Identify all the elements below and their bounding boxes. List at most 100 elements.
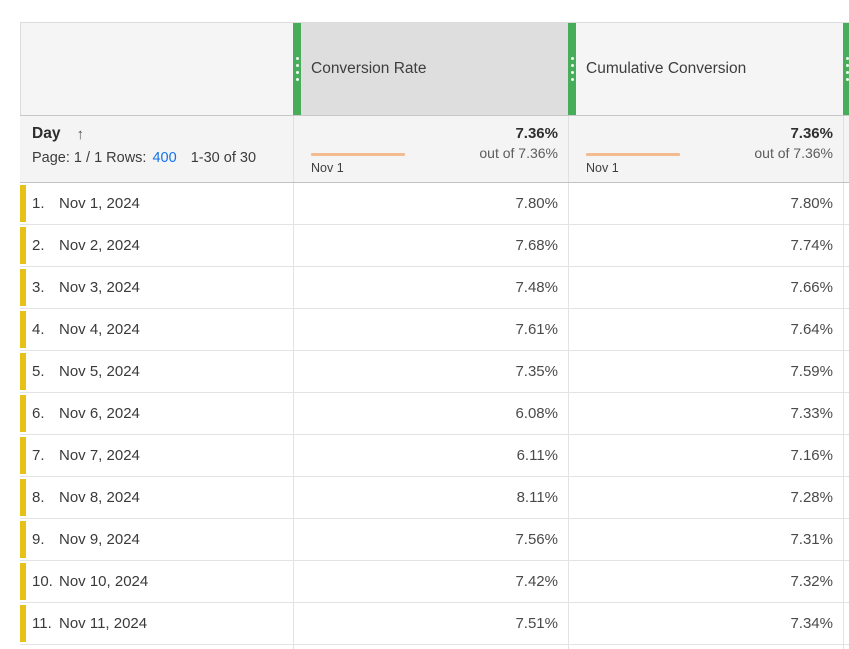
conversion-rate-cell[interactable]: 7.35% (293, 351, 568, 392)
summary-out-of: out of 7.36% (754, 145, 833, 161)
column-header-clipped (843, 23, 849, 115)
summary-cumulative-conversion: Nov 1 7.36% out of 7.36% (568, 116, 843, 182)
row-label-cell[interactable]: 4. Nov 4, 2024 (20, 309, 293, 350)
row-number: 2. (32, 237, 45, 254)
row-number: 8. (32, 489, 45, 506)
row-number: 9. (32, 531, 45, 548)
row-label-cell[interactable]: 3. Nov 3, 2024 (20, 267, 293, 308)
table-row[interactable]: 2. Nov 2, 2024 7.68% 7.74% (20, 225, 849, 267)
conversion-rate-cell[interactable]: 7.42% (293, 561, 568, 602)
row-label-cell[interactable]: 6. Nov 6, 2024 (20, 393, 293, 434)
conversion-rate-cell[interactable]: 7.61% (293, 309, 568, 350)
dimension-header-cell: Day ↑ Page: 1 / 1 Rows: 400 1-30 of 30 (20, 116, 293, 182)
cumulative-conversion-cell[interactable]: 7.59% (568, 351, 843, 392)
dimension-color-bar (20, 437, 26, 474)
conversion-rate-cell[interactable]: 6.11% (293, 435, 568, 476)
sparkline-label: Nov 1 (311, 161, 344, 175)
cumulative-conversion-cell[interactable]: 7.74% (568, 225, 843, 266)
column-drag-handle[interactable] (843, 23, 849, 115)
column-header-row: Conversion Rate Cumulative Conversion (20, 22, 849, 115)
row-label-cell[interactable]: 7. Nov 7, 2024 (20, 435, 293, 476)
conversion-rate-cell[interactable]: 7.48% (293, 267, 568, 308)
cumulative-conversion-cell[interactable]: 7.64% (568, 309, 843, 350)
row-label-cell[interactable]: 1. Nov 1, 2024 (20, 183, 293, 224)
drag-dots-icon (295, 57, 299, 81)
pagination: Page: 1 / 1 Rows: 400 1-30 of 30 (32, 150, 293, 166)
dimension-color-bar (20, 605, 26, 642)
dimension-color-bar (20, 227, 26, 264)
summary-total: 7.36% (790, 125, 833, 142)
day-column-header[interactable]: Day ↑ (32, 125, 293, 143)
conversion-rate-cell[interactable]: 7.80% (293, 183, 568, 224)
corner-cell (20, 23, 293, 115)
dimension-color-bar (20, 185, 26, 222)
cumulative-conversion-cell[interactable]: 7.16% (568, 435, 843, 476)
rows-count-link[interactable]: 400 (152, 150, 177, 166)
clipped-cell (843, 225, 849, 266)
cumulative-conversion-cell[interactable]: 7.31% (568, 519, 843, 560)
table-row[interactable]: 3. Nov 3, 2024 7.48% 7.66% (20, 267, 849, 309)
summary-conversion-rate: Nov 1 7.36% out of 7.36% (293, 116, 568, 182)
dimension-color-bar (20, 563, 26, 600)
summary-out-of: out of 7.36% (479, 145, 558, 161)
dimension-color-bar (20, 395, 26, 432)
cumulative-conversion-cell[interactable]: 7.80% (568, 183, 843, 224)
row-label-cell[interactable]: 8. Nov 8, 2024 (20, 477, 293, 518)
table-row[interactable]: 5. Nov 5, 2024 7.35% 7.59% (20, 351, 849, 393)
row-label-cell[interactable]: 2. Nov 2, 2024 (20, 225, 293, 266)
table-row[interactable]: 9. Nov 9, 2024 7.56% 7.31% (20, 519, 849, 561)
conversion-rate-cell[interactable]: 6.08% (293, 393, 568, 434)
row-date: Nov 10, 2024 (59, 573, 149, 590)
row-number: 7. (32, 447, 45, 464)
drag-dots-icon (845, 57, 849, 81)
column-drag-handle[interactable] (293, 23, 301, 115)
cumulative-conversion-cell[interactable]: 7.66% (568, 267, 843, 308)
clipped-cell (843, 309, 849, 350)
conversion-rate-cell[interactable]: 8.11% (293, 477, 568, 518)
clipped-cell (843, 519, 849, 560)
row-number: 5. (32, 363, 45, 380)
cumulative-conversion-cell[interactable]: 7.33% (568, 393, 843, 434)
clipped-cell (843, 393, 849, 434)
table-row[interactable]: 1. Nov 1, 2024 7.80% 7.80% (20, 183, 849, 225)
conversion-rate-cell[interactable]: 7.68% (293, 225, 568, 266)
clipped-cell (843, 183, 849, 224)
table-row[interactable]: 7. Nov 7, 2024 6.11% 7.16% (20, 435, 849, 477)
conversion-rate-cell[interactable]: 7.51% (293, 603, 568, 644)
column-header-cumulative-conversion[interactable]: Cumulative Conversion (568, 23, 843, 115)
table-body: 1. Nov 1, 2024 7.80% 7.80% 2. Nov 2, 202… (20, 183, 849, 649)
row-number: 3. (32, 279, 45, 296)
row-label-cell[interactable]: 9. Nov 9, 2024 (20, 519, 293, 560)
clipped-cell (843, 645, 849, 649)
sparkline-label: Nov 1 (586, 161, 619, 175)
row-label-cell[interactable]: 10. Nov 10, 2024 (20, 561, 293, 602)
cumulative-conversion-cell[interactable]: 7.28% (568, 477, 843, 518)
row-label-cell[interactable]: 5. Nov 5, 2024 (20, 351, 293, 392)
table-row[interactable]: 11. Nov 11, 2024 7.51% 7.34% (20, 603, 849, 645)
drag-dots-icon (570, 57, 574, 81)
column-header-label: Cumulative Conversion (586, 60, 747, 77)
table-row-partial[interactable] (20, 645, 849, 649)
row-date: Nov 11, 2024 (59, 615, 148, 632)
row-date: Nov 8, 2024 (59, 489, 140, 506)
conversion-rate-cell[interactable]: 7.56% (293, 519, 568, 560)
table-row[interactable]: 4. Nov 4, 2024 7.61% 7.64% (20, 309, 849, 351)
row-number: 11. (32, 615, 52, 632)
column-drag-handle[interactable] (568, 23, 576, 115)
table-row[interactable]: 10. Nov 10, 2024 7.42% 7.32% (20, 561, 849, 603)
cumulative-conversion-cell[interactable]: 7.34% (568, 603, 843, 644)
row-label-cell[interactable]: 11. Nov 11, 2024 (20, 603, 293, 644)
cumulative-conversion-cell[interactable]: 7.32% (568, 561, 843, 602)
summary-total: 7.36% (515, 125, 558, 142)
table-row[interactable]: 8. Nov 8, 2024 8.11% 7.28% (20, 477, 849, 519)
column-header-conversion-rate[interactable]: Conversion Rate (293, 23, 568, 115)
row-date: Nov 2, 2024 (59, 237, 140, 254)
dimension-label: Day (32, 125, 61, 142)
table-row[interactable]: 6. Nov 6, 2024 6.08% 7.33% (20, 393, 849, 435)
column-header-label: Conversion Rate (311, 60, 427, 77)
clipped-cell (843, 435, 849, 476)
summary-values: 7.36% out of 7.36% (479, 125, 558, 161)
sort-ascending-icon: ↑ (76, 125, 84, 143)
row-date: Nov 3, 2024 (59, 279, 140, 296)
